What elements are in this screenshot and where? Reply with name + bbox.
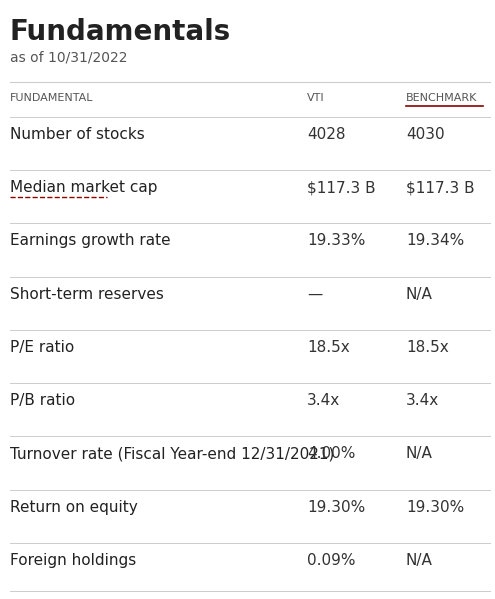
Text: $117.3 B: $117.3 B xyxy=(307,180,376,195)
Text: 4030: 4030 xyxy=(406,127,445,142)
Text: 19.34%: 19.34% xyxy=(406,234,464,249)
Text: 19.33%: 19.33% xyxy=(307,234,365,249)
Text: FUNDAMENTAL: FUNDAMENTAL xyxy=(10,93,94,103)
Text: N/A: N/A xyxy=(406,553,433,568)
Text: VTI: VTI xyxy=(307,93,325,103)
Text: 19.30%: 19.30% xyxy=(406,500,464,515)
Text: N/A: N/A xyxy=(406,287,433,302)
Text: 18.5x: 18.5x xyxy=(307,340,349,355)
Text: 18.5x: 18.5x xyxy=(406,340,448,355)
Text: Return on equity: Return on equity xyxy=(10,500,138,515)
Text: Earnings growth rate: Earnings growth rate xyxy=(10,234,170,249)
Text: $117.3 B: $117.3 B xyxy=(406,180,475,195)
Text: 0.09%: 0.09% xyxy=(307,553,355,568)
Text: BENCHMARK: BENCHMARK xyxy=(406,93,477,103)
Text: N/A: N/A xyxy=(406,446,433,461)
Text: 4.00%: 4.00% xyxy=(307,446,355,461)
Text: Fundamentals: Fundamentals xyxy=(10,18,231,46)
Text: 4028: 4028 xyxy=(307,127,346,142)
Text: P/B ratio: P/B ratio xyxy=(10,393,75,408)
Text: P/E ratio: P/E ratio xyxy=(10,340,74,355)
Text: Median market cap: Median market cap xyxy=(10,180,157,195)
Text: Turnover rate (Fiscal Year-end 12/31/2021): Turnover rate (Fiscal Year-end 12/31/202… xyxy=(10,446,334,461)
Text: Short-term reserves: Short-term reserves xyxy=(10,287,164,302)
Text: Foreign holdings: Foreign holdings xyxy=(10,553,136,568)
Text: Number of stocks: Number of stocks xyxy=(10,127,145,142)
Text: 19.30%: 19.30% xyxy=(307,500,365,515)
Text: as of 10/31/2022: as of 10/31/2022 xyxy=(10,51,127,65)
Text: 3.4x: 3.4x xyxy=(307,393,340,408)
Text: 3.4x: 3.4x xyxy=(406,393,439,408)
Text: —: — xyxy=(307,287,322,302)
